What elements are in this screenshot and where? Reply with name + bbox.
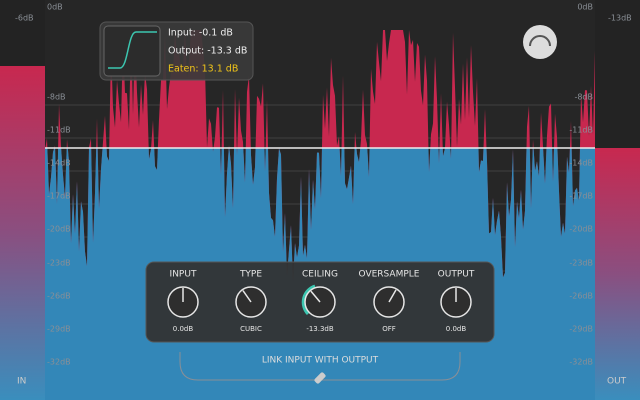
- knob-pointer: [388, 289, 397, 303]
- info-eaten: Eaten: 13.1 dB: [168, 64, 238, 75]
- scale-right-label: -17dB: [569, 192, 593, 201]
- knob-pointer: [310, 290, 321, 303]
- bypass-button[interactable]: [523, 25, 557, 59]
- input-meter: [0, 66, 45, 400]
- scale-left-label: -14dB: [47, 159, 71, 168]
- scale-left-label: -17dB: [47, 192, 71, 201]
- output-peak: -13dB: [608, 14, 632, 23]
- info-output: Output: -13.3 dB: [168, 46, 247, 57]
- info-input: Input: -0.1 dB: [168, 28, 233, 39]
- scale-left-label: -26dB: [47, 292, 71, 301]
- knob-value: 0.0dB: [446, 325, 467, 333]
- knob-label: OVERSAMPLE: [359, 270, 420, 280]
- scale-left-label: 0dB: [47, 3, 63, 12]
- scale-right-label: 0dB: [577, 3, 593, 12]
- link-label[interactable]: LINK INPUT WITH OUTPUT: [262, 356, 379, 366]
- scale-left-label: -29dB: [47, 325, 71, 334]
- scale-right-label: -14dB: [569, 159, 593, 168]
- scale-right-label: -26dB: [569, 292, 593, 301]
- scale-right-label: -8dB: [574, 93, 593, 102]
- knob-label: INPUT: [170, 270, 197, 280]
- knob-label: TYPE: [239, 270, 262, 280]
- scale-left-label: -8dB: [47, 93, 66, 102]
- scale-right-label: -23dB: [569, 259, 593, 268]
- output-meter: [595, 148, 640, 400]
- knob-label: CEILING: [302, 270, 338, 280]
- scale-right-label: -11dB: [569, 126, 593, 135]
- bypass-icon: [529, 35, 551, 47]
- scale-left-label: -32dB: [47, 358, 71, 367]
- in-label: IN: [17, 377, 26, 387]
- knob-arc: [301, 284, 316, 316]
- knob-label: OUTPUT: [438, 270, 475, 280]
- knob-value: 0.0dB: [173, 325, 194, 333]
- knob-pointer: [242, 290, 252, 303]
- knob-value: CUBIC: [240, 325, 262, 333]
- scale-right-label: -32dB: [569, 358, 593, 367]
- out-label: OUT: [607, 377, 627, 387]
- link-icon[interactable]: [314, 372, 327, 385]
- knob-value: -13.3dB: [306, 325, 334, 333]
- curve: [108, 31, 157, 69]
- info-box: Input: -0.1 dB Output: -13.3 dB Eaten: 1…: [99, 21, 254, 81]
- knob-value: OFF: [382, 325, 396, 333]
- scale-right-label: -20dB: [569, 225, 593, 234]
- input-peak: -6dB: [15, 14, 34, 23]
- scale-left-label: -20dB: [47, 225, 71, 234]
- bypass-circle[interactable]: [523, 25, 557, 59]
- curve-box: [103, 25, 161, 77]
- scale-right-label: -29dB: [569, 325, 593, 334]
- scale-left-label: -11dB: [47, 126, 71, 135]
- scale-left-label: -23dB: [47, 259, 71, 268]
